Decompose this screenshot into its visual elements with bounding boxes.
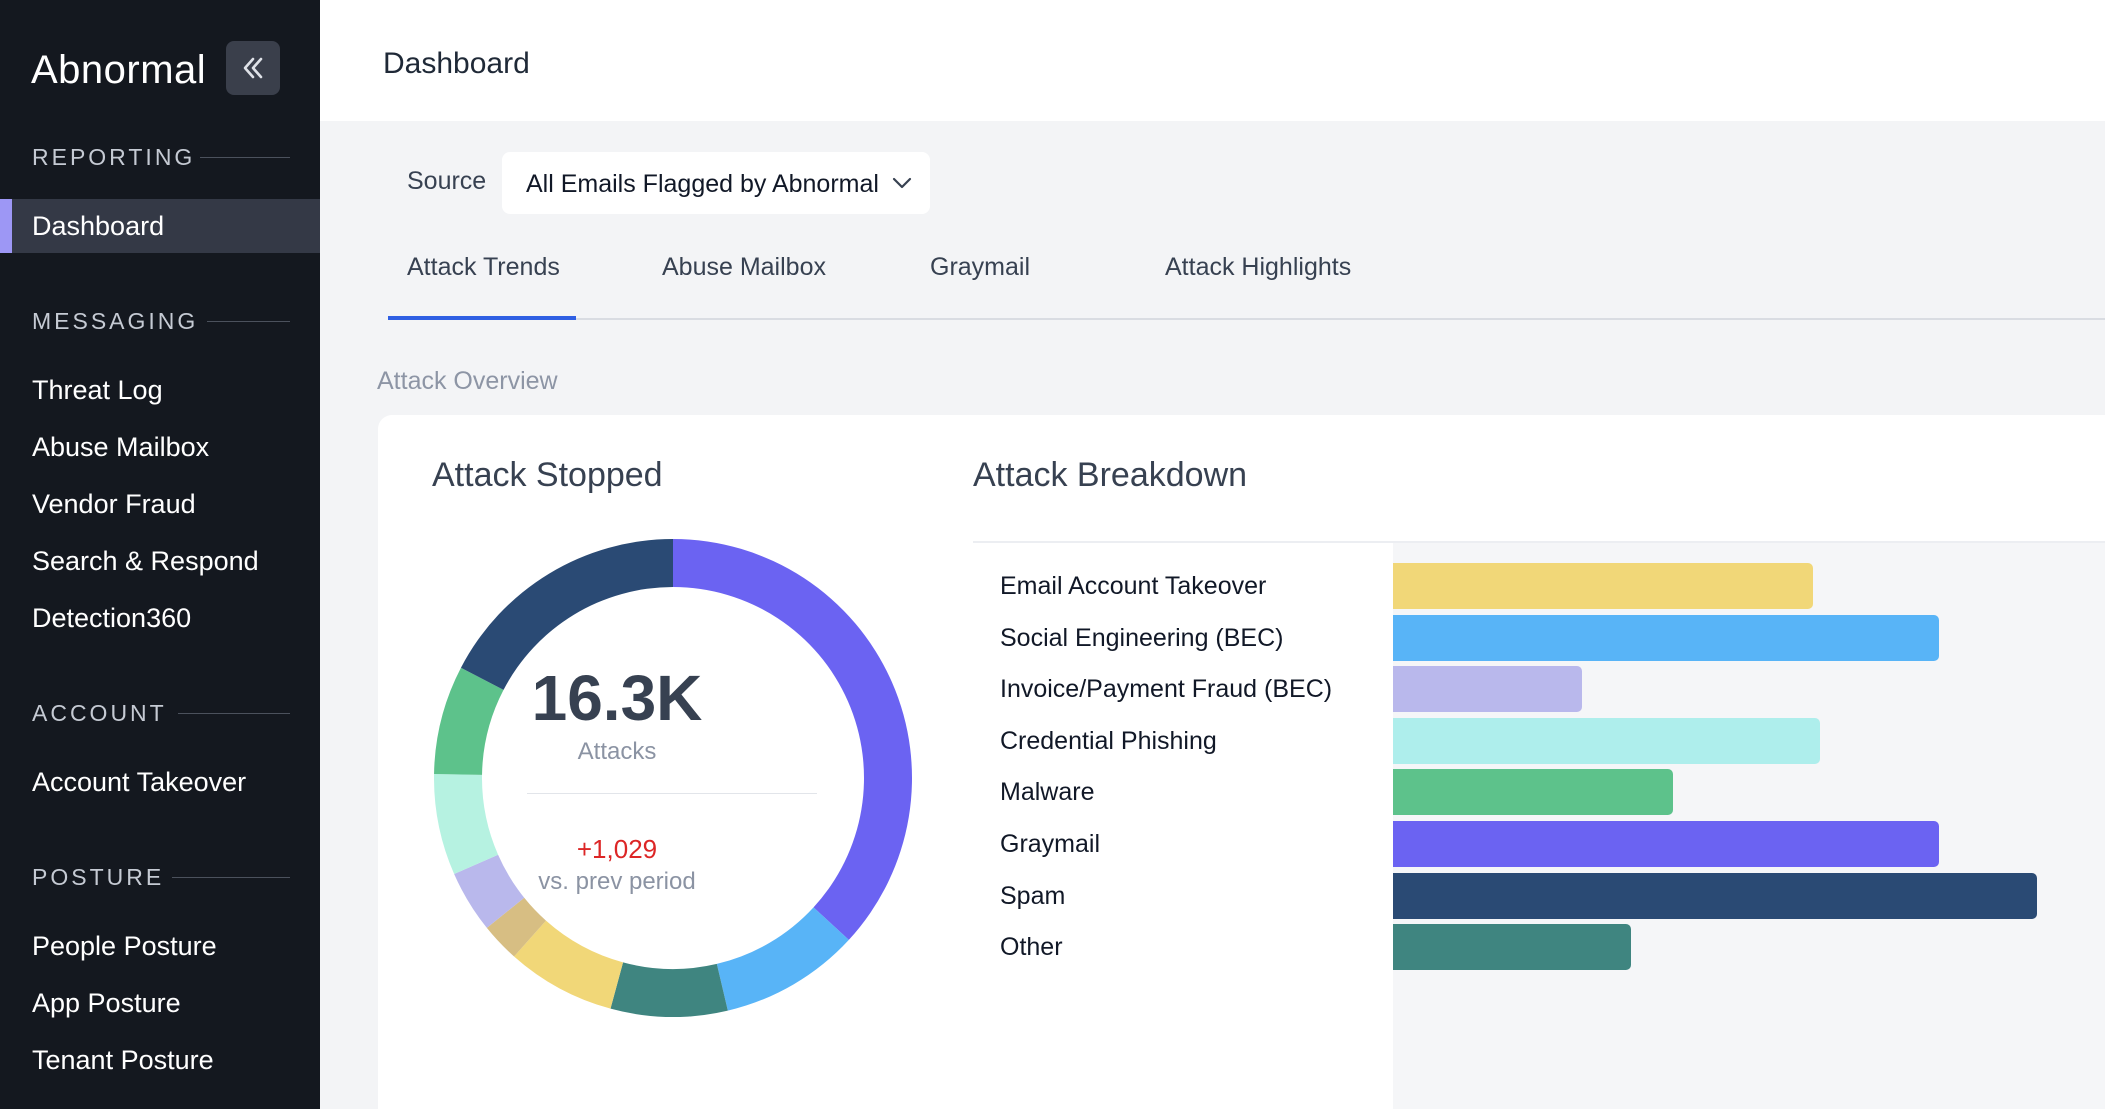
tab-graymail[interactable]: Graymail bbox=[930, 253, 1031, 281]
source-label: Source bbox=[407, 167, 487, 195]
section-heading-account: ACCOUNT bbox=[32, 700, 167, 726]
source-dropdown[interactable]: All Emails Flagged by Abnormal bbox=[502, 152, 930, 214]
donut-slice-5 bbox=[486, 897, 546, 957]
breakdown-bar bbox=[1393, 769, 1673, 816]
breakdown-bar bbox=[1393, 821, 1939, 867]
breakdown-bar-chart bbox=[1393, 543, 2105, 1109]
logo: Abnormal bbox=[31, 48, 207, 92]
attacks-delta-value: +1,029 bbox=[576, 834, 658, 864]
sidebar-item-app-posture[interactable]: App Posture bbox=[32, 988, 181, 1018]
donut-slice-7 bbox=[434, 774, 499, 875]
total-attacks-label: Attacks bbox=[577, 738, 657, 765]
breakdown-label: Credential Phishing bbox=[1000, 726, 1217, 755]
attack-breakdown-title: Attack Breakdown bbox=[973, 456, 1248, 494]
sidebar-item-people-posture[interactable]: People Posture bbox=[32, 931, 217, 961]
divider bbox=[200, 157, 290, 158]
page-title: Dashboard bbox=[383, 47, 530, 80]
sidebar-item-search-respond[interactable]: Search & Respond bbox=[32, 546, 259, 576]
section-heading-messaging: MESSAGING bbox=[32, 308, 199, 334]
breakdown-top-divider bbox=[973, 541, 2105, 543]
total-attacks-value: 16.3K bbox=[531, 662, 703, 734]
breakdown-bar bbox=[1393, 666, 1582, 713]
breakdown-label: Social Engineering (BEC) bbox=[1000, 623, 1284, 652]
divider bbox=[207, 321, 290, 322]
sidebar-item-threat-log[interactable]: Threat Log bbox=[32, 375, 163, 405]
attack-stopped-donut-chart bbox=[434, 539, 912, 1017]
section-heading-reporting: REPORTING bbox=[32, 144, 196, 170]
sidebar-item-tenant-posture[interactable]: Tenant Posture bbox=[32, 1045, 214, 1075]
breakdown-label: Graymail bbox=[1000, 830, 1101, 858]
breakdown-label: Spam bbox=[1000, 881, 1066, 910]
donut-slice-1 bbox=[673, 539, 912, 940]
tab-abuse-mailbox[interactable]: Abuse Mailbox bbox=[662, 253, 826, 281]
collapse-sidebar-button[interactable] bbox=[226, 41, 280, 95]
donut-slice-8 bbox=[434, 667, 504, 775]
donut-slice-4 bbox=[514, 920, 624, 1009]
attack-stopped-title: Attack Stopped bbox=[432, 456, 663, 494]
active-tab-indicator bbox=[388, 316, 576, 320]
sidebar-item-account-takeover[interactable]: Account Takeover bbox=[32, 767, 247, 797]
sidebar-item-detection360[interactable]: Detection360 bbox=[32, 603, 192, 633]
tab-attack-trends[interactable]: Attack Trends bbox=[407, 253, 560, 281]
breakdown-label: Malware bbox=[1000, 778, 1095, 807]
tabs-divider bbox=[388, 318, 2105, 320]
donut-slice-2 bbox=[716, 907, 849, 1011]
attacks-delta-label: vs. prev period bbox=[538, 868, 696, 895]
breakdown-bar bbox=[1393, 872, 2037, 919]
breakdown-label: Other bbox=[1000, 933, 1063, 962]
sidebar-item-vendor-fraud[interactable]: Vendor Fraud bbox=[32, 489, 196, 519]
breakdown-label: Email Account Takeover bbox=[1000, 572, 1267, 600]
sidebar-item-abuse-mailbox[interactable]: Abuse Mailbox bbox=[32, 432, 210, 462]
sidebar: Abnormal REPORTING Dashboard MESSAGING T… bbox=[0, 0, 320, 1109]
sidebar-item-dashboard[interactable]: Dashboard bbox=[0, 199, 320, 253]
donut-slice-3 bbox=[610, 962, 728, 1017]
breakdown-labels: Email Account Takeover Social Engineering… bbox=[973, 543, 1393, 1109]
chevron-down-icon bbox=[892, 177, 912, 189]
header: Dashboard bbox=[320, 0, 2105, 121]
double-chevron-left-icon bbox=[243, 57, 263, 79]
breakdown-bar bbox=[1393, 614, 1939, 661]
divider bbox=[178, 713, 290, 714]
donut-slice-9 bbox=[460, 539, 673, 690]
donut-slice-6 bbox=[454, 854, 525, 928]
section-heading-posture: POSTURE bbox=[32, 864, 165, 890]
source-dropdown-value: All Emails Flagged by Abnormal bbox=[526, 170, 879, 198]
breakdown-label: Invoice/Payment Fraud (BEC) bbox=[1000, 675, 1333, 704]
attack-overview-card: Attack Stopped Attack Breakdown 16.3K At… bbox=[378, 415, 2105, 1109]
breakdown-bar bbox=[1393, 717, 1820, 764]
breakdown-bar bbox=[1393, 924, 1631, 971]
donut-center-divider bbox=[527, 793, 817, 794]
breakdown-bar bbox=[1393, 563, 1813, 609]
divider bbox=[172, 877, 290, 878]
tab-attack-highlights[interactable]: Attack Highlights bbox=[1165, 253, 1352, 281]
attack-overview-label: Attack Overview bbox=[377, 367, 558, 395]
